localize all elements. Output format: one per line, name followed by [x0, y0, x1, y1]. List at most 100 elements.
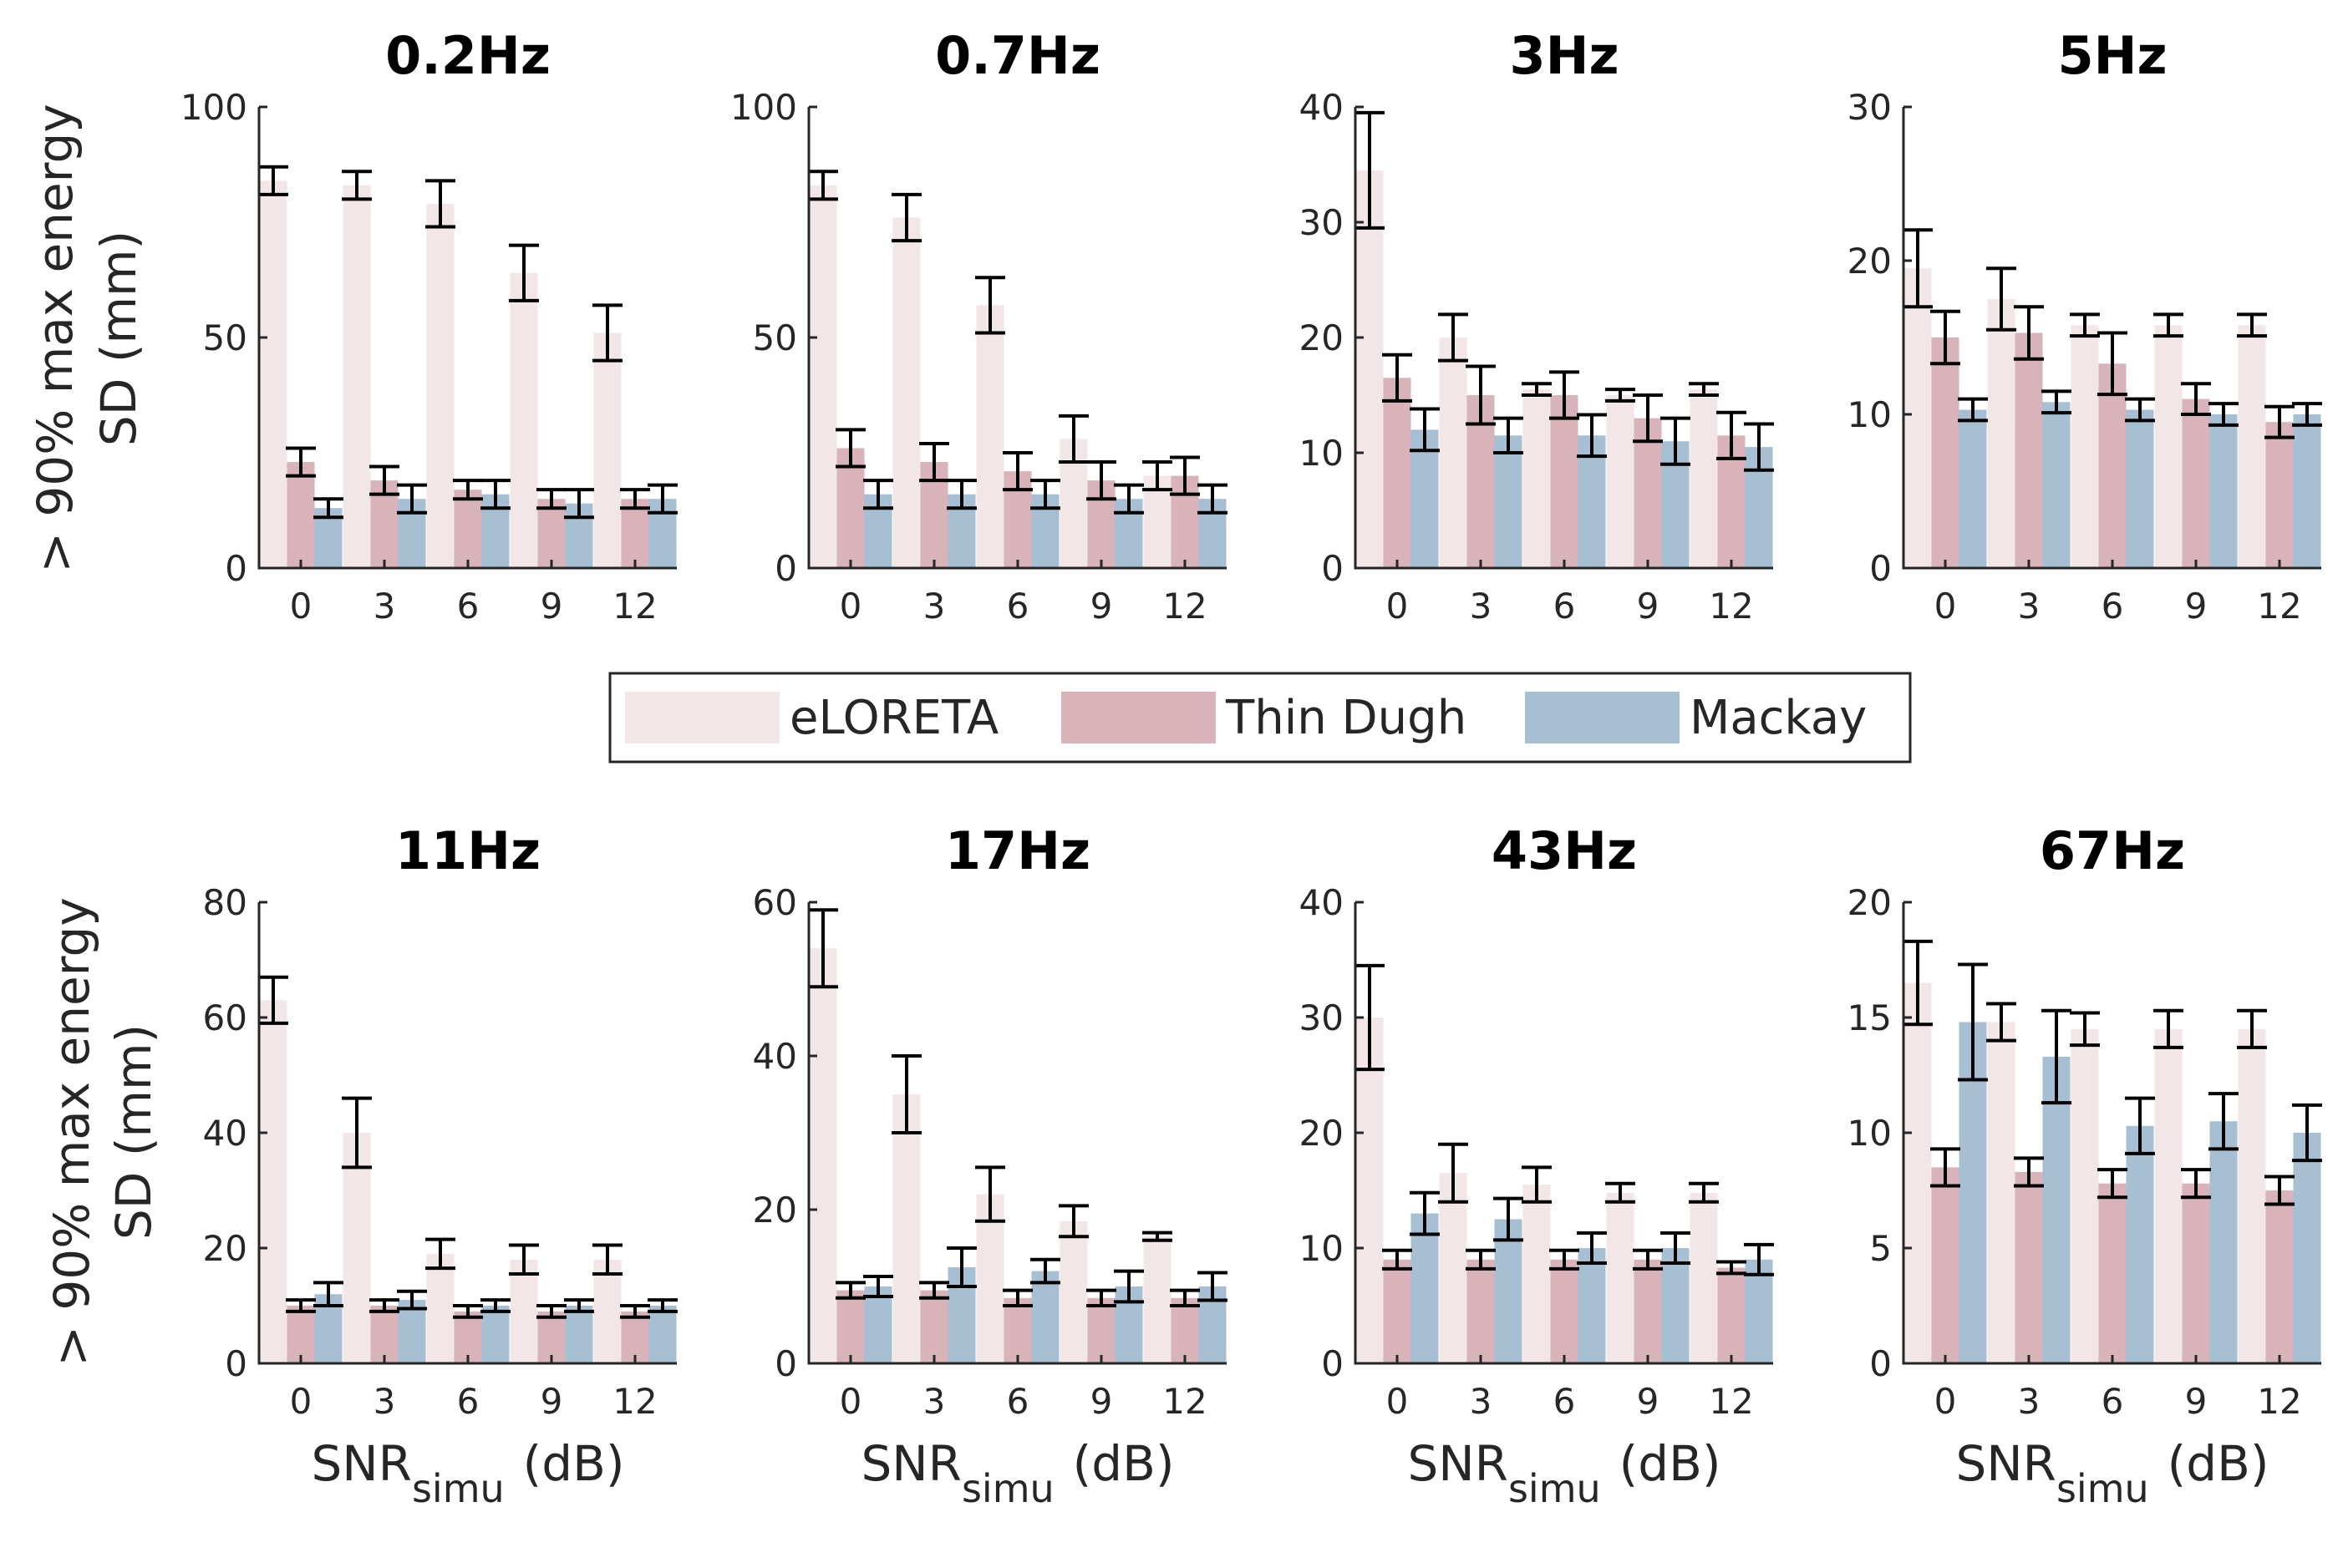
errorbar-eloreta-0 [1903, 939, 1933, 1027]
errorbar-mackay-12 [1197, 483, 1227, 515]
panel-title: 67Hz [2040, 820, 2185, 881]
errorbar-mackay-6 [480, 479, 511, 510]
x-tick-label: 12 [1709, 586, 1753, 627]
bar-mackay-9 [2209, 1121, 2238, 1363]
errorbar-thin-dugh-0 [286, 446, 316, 478]
errorbar-mackay-0 [1958, 962, 1988, 1082]
errorbar-thin-dugh-12 [2264, 404, 2295, 439]
panel-title: 0.2Hz [385, 25, 551, 86]
legend-box [608, 672, 1912, 764]
x-tick-label: 0 [1934, 1381, 1957, 1422]
x-tick-label: 6 [457, 586, 480, 627]
errorbar-mackay-9 [1114, 483, 1144, 515]
x-tick-label: 12 [1162, 1381, 1207, 1422]
panel-title: 43Hz [1492, 820, 1637, 881]
y-tick-label: 40 [753, 1036, 797, 1077]
errorbar-eloreta-12 [1142, 1231, 1172, 1242]
y-tick-label: 0 [225, 548, 247, 589]
bar-mackay-6 [2126, 409, 2154, 568]
errorbar-thin-dugh-6 [1003, 451, 1033, 492]
bar-eloreta-0 [1355, 1017, 1384, 1363]
errorbar-thin-dugh-9 [1086, 460, 1116, 501]
errorbar-thin-dugh-9 [536, 1304, 567, 1319]
bar-mackay-6 [481, 1306, 510, 1363]
bar-eloreta-6 [976, 305, 1004, 568]
bar-mackay-9 [565, 1306, 593, 1363]
y-tick-label: 50 [753, 317, 797, 358]
bar-thin-dugh-9 [1634, 418, 1662, 568]
bar-thin-dugh-0 [1931, 337, 1959, 568]
errorbar-mackay-6 [480, 1298, 511, 1313]
bar-thin-dugh-9 [1634, 1259, 1662, 1363]
bar-eloreta-0 [1355, 170, 1384, 568]
bar-mackay-3 [1494, 1219, 1522, 1363]
y-tick-label: 5 [1869, 1228, 1892, 1269]
bar-eloreta-9 [1060, 1220, 1088, 1363]
errorbar-thin-dugh-12 [620, 1304, 650, 1319]
bar-eloreta-12 [2238, 1028, 2266, 1363]
bar-eloreta-6 [2071, 1028, 2099, 1363]
errorbar-eloreta-3 [1986, 266, 2016, 332]
bar-thin-dugh-0 [287, 1306, 315, 1363]
y-tick-label: 0 [1321, 1343, 1344, 1384]
bar-thin-dugh-12 [621, 1311, 649, 1363]
bar-thin-dugh-9 [537, 499, 566, 568]
x-tick-label: 0 [840, 586, 862, 627]
x-tick-label: 6 [457, 1381, 480, 1422]
y-tick-label: 40 [203, 1113, 247, 1154]
x-tick-label: 6 [1553, 586, 1576, 627]
bar-eloreta-3 [1987, 1022, 2015, 1363]
bar-eloreta-6 [1522, 389, 1551, 568]
errorbar-eloreta-3 [1438, 1142, 1468, 1204]
errorbar-mackay-6 [1577, 1231, 1607, 1265]
errorbar-thin-dugh-12 [1716, 410, 1746, 460]
x-tick-label: 3 [923, 586, 946, 627]
x-tick-label: 9 [541, 1381, 563, 1422]
y-tick-label: 10 [1299, 1228, 1344, 1269]
panel-11Hz: 0 20 40 60 80 0 3 6 9 12 11Hz SNRsimu (dB) [203, 820, 678, 1511]
errorbar-eloreta-12 [1142, 460, 1172, 492]
x-axis-label: SNRsimu (dB) [1407, 1435, 1720, 1511]
errorbar-mackay-6 [1030, 1257, 1060, 1285]
errorbar-mackay-0 [1410, 407, 1440, 453]
errorbar-thin-dugh-0 [1930, 1147, 1960, 1188]
x-tick-label: 0 [290, 586, 313, 627]
x-tick-label: 12 [612, 1381, 657, 1422]
bar-thin-dugh-6 [1550, 395, 1578, 568]
bar-thin-dugh-6 [2098, 1183, 2127, 1363]
bar-eloreta-0 [259, 180, 287, 569]
errorbar-thin-dugh-0 [836, 1281, 866, 1300]
bar-eloreta-6 [2071, 325, 2099, 568]
x-tick-label: 0 [840, 1381, 862, 1422]
errorbar-eloreta-0 [1354, 963, 1385, 1072]
bar-eloreta-3 [1439, 1173, 1467, 1363]
x-tick-label: 6 [1007, 586, 1029, 627]
y-tick-label: 20 [1299, 317, 1344, 358]
bar-eloreta-12 [1690, 389, 1718, 568]
y-tick-label: 30 [1847, 87, 1892, 128]
y-tick-label: 40 [1299, 882, 1344, 923]
x-tick-label: 9 [541, 586, 563, 627]
y-tick-label: 20 [753, 1190, 797, 1231]
errorbar-mackay-12 [648, 1298, 678, 1313]
x-tick-label: 12 [2257, 586, 2301, 627]
errorbar-eloreta-0 [1903, 228, 1933, 309]
bar-thin-dugh-12 [2265, 1190, 2294, 1363]
errorbar-mackay-6 [2125, 397, 2155, 423]
bar-thin-dugh-0 [1383, 378, 1411, 568]
x-tick-label: 12 [1162, 586, 1207, 627]
panel-0.7Hz: 0 50 100 0 3 6 9 12 0.7Hz [730, 25, 1227, 627]
ylabel-line2-bottom: SD (mm) [105, 1024, 162, 1240]
bar-eloreta-9 [1606, 1192, 1634, 1363]
bar-eloreta-3 [892, 1094, 921, 1363]
errorbar-mackay-0 [313, 1281, 343, 1307]
errorbar-eloreta-9 [1059, 1204, 1089, 1239]
bar-eloreta-6 [1522, 1185, 1551, 1363]
errorbar-thin-dugh-6 [1003, 1288, 1033, 1307]
bar-mackay-3 [2042, 402, 2071, 568]
bar-eloreta-3 [343, 185, 371, 569]
errorbar-thin-dugh-12 [1170, 455, 1200, 496]
errorbar-thin-dugh-12 [2264, 1175, 2295, 1206]
errorbar-mackay-0 [1410, 1190, 1440, 1236]
